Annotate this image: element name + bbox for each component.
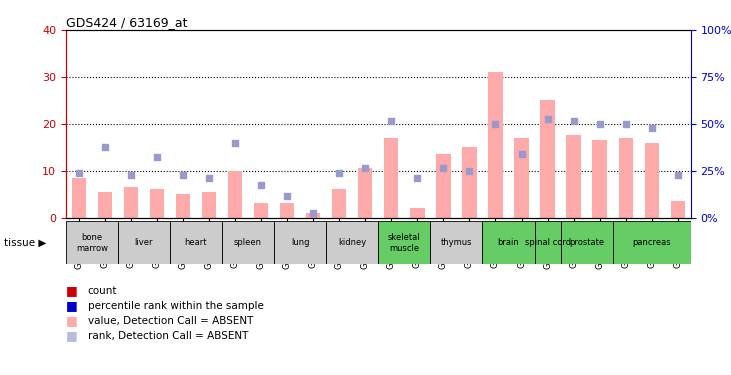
Point <box>203 175 215 181</box>
Bar <box>540 100 555 218</box>
Text: GDS424 / 63169_at: GDS424 / 63169_at <box>66 16 187 29</box>
Point <box>281 194 293 200</box>
Bar <box>436 154 450 218</box>
Point <box>307 210 319 216</box>
Bar <box>98 192 112 217</box>
Bar <box>670 201 685 217</box>
Bar <box>118 221 170 264</box>
Text: percentile rank within the sample: percentile rank within the sample <box>88 301 264 310</box>
Bar <box>431 221 482 264</box>
Bar <box>124 187 138 218</box>
Point <box>490 121 501 127</box>
Bar <box>72 178 86 218</box>
Text: kidney: kidney <box>338 238 366 248</box>
Text: ■: ■ <box>66 299 77 312</box>
Bar <box>176 194 190 217</box>
Bar <box>645 142 659 218</box>
Bar <box>274 221 326 264</box>
Text: brain: brain <box>498 238 520 248</box>
Text: skeletal
muscle: skeletal muscle <box>388 233 420 252</box>
Bar <box>488 72 503 217</box>
Bar <box>150 189 164 217</box>
Point <box>463 168 475 174</box>
Bar <box>515 138 529 218</box>
Point <box>568 118 580 124</box>
Point <box>594 121 605 127</box>
Point <box>255 182 267 188</box>
Point <box>412 175 423 181</box>
Bar <box>306 213 320 217</box>
Bar <box>593 140 607 218</box>
Text: pancreas: pancreas <box>632 238 671 248</box>
Text: ■: ■ <box>66 314 77 327</box>
Text: ■: ■ <box>66 284 77 297</box>
Point <box>515 151 527 157</box>
Bar <box>410 208 425 218</box>
Text: liver: liver <box>135 238 154 248</box>
Text: spinal cord: spinal cord <box>525 238 571 248</box>
Text: spleen: spleen <box>234 238 262 248</box>
Text: heart: heart <box>185 238 208 248</box>
Text: value, Detection Call = ABSENT: value, Detection Call = ABSENT <box>88 316 253 326</box>
Point <box>620 121 632 127</box>
Bar <box>462 147 477 218</box>
Bar <box>66 221 118 264</box>
Bar <box>254 203 268 217</box>
Bar <box>228 171 242 217</box>
Bar <box>561 221 613 264</box>
Point <box>99 144 110 150</box>
Point <box>151 154 163 160</box>
Bar <box>534 221 561 264</box>
Bar <box>170 221 222 264</box>
Text: rank, Detection Call = ABSENT: rank, Detection Call = ABSENT <box>88 331 248 340</box>
Text: bone
marrow: bone marrow <box>76 233 108 252</box>
Point <box>542 116 553 122</box>
Point <box>177 172 189 178</box>
Text: lung: lung <box>291 238 309 248</box>
Bar <box>326 221 379 264</box>
Text: count: count <box>88 286 117 296</box>
Bar <box>202 192 216 217</box>
Bar <box>358 168 372 217</box>
Point <box>73 170 85 176</box>
Text: prostate: prostate <box>569 238 605 248</box>
Bar <box>385 138 398 218</box>
Point <box>646 125 658 132</box>
Point <box>333 170 345 176</box>
Bar <box>482 221 534 264</box>
Point <box>672 172 683 178</box>
Text: tissue ▶: tissue ▶ <box>4 238 46 248</box>
Bar <box>379 221 431 264</box>
Point <box>125 172 137 178</box>
Text: ■: ■ <box>66 329 77 342</box>
Point <box>385 118 397 124</box>
Point <box>360 165 371 171</box>
Text: thymus: thymus <box>441 238 472 248</box>
Point <box>230 140 241 146</box>
Bar <box>567 135 580 218</box>
Point <box>438 165 450 171</box>
Bar <box>618 138 633 218</box>
Bar <box>280 203 295 217</box>
Bar <box>222 221 274 264</box>
Bar <box>613 221 691 264</box>
Bar <box>332 189 346 217</box>
